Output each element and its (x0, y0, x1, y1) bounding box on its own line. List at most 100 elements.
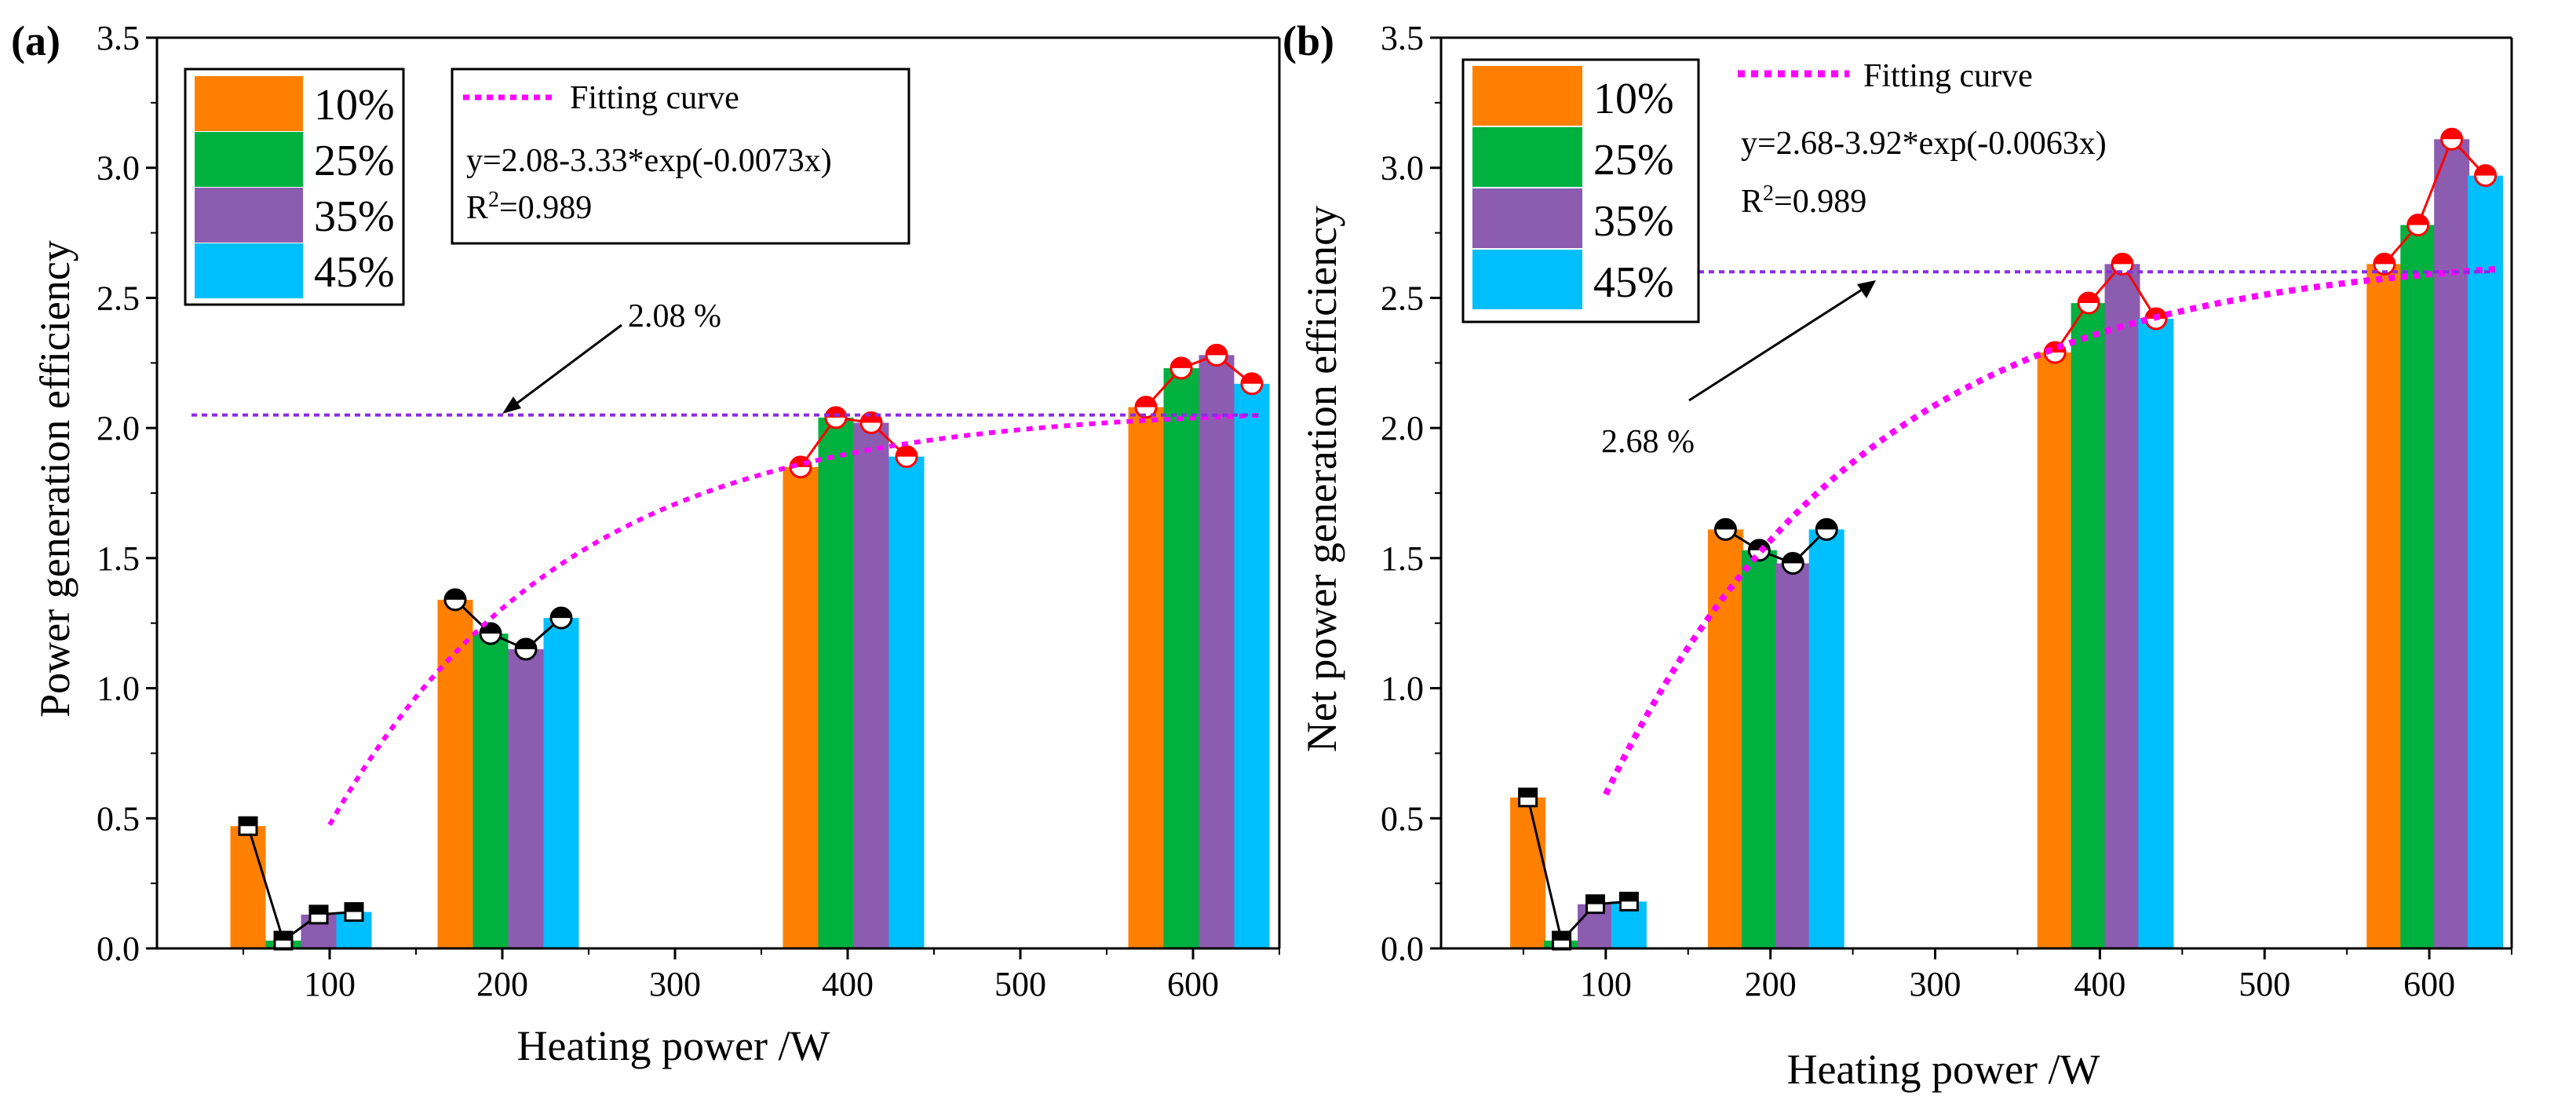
panel-b-y-tick-label-3.5: 3.5 (1381, 19, 1424, 57)
panel-a-x-tick-label-600: 600 (1167, 965, 1219, 1003)
panel-a-legend-text-3: 45% (314, 248, 395, 297)
panel-b-marker-fill-45%-200 (1816, 519, 1837, 530)
panel-a-x-tick-label-300: 300 (649, 965, 701, 1003)
panel-b-x-tick-label-500: 500 (2238, 965, 2290, 1003)
panel-a-fit-curve (327, 413, 1263, 826)
panel-a-connector-400 (799, 416, 908, 468)
panel-b-marker-fill-10%-600 (2373, 254, 2395, 265)
panel-b-bar-25%-600 (2400, 225, 2436, 949)
panel-a: (a) Power generation efficiency Heating … (11, 17, 910, 1069)
panel-b-fit-r2: R2=0.989 (1741, 181, 1866, 221)
panel-b-marker-fill-45%-600 (2475, 165, 2496, 176)
panel-b-marker-fill-10%-80 (1519, 788, 1537, 798)
panel-a-fit-r2-value: =0.989 (499, 190, 592, 226)
panel-a-legend-text-1: 25% (314, 137, 395, 185)
panel-b-legend-swatch-3 (1472, 250, 1582, 309)
panel-a-marker-fill-45%-600 (1242, 373, 1262, 384)
panel-b-marker-fill-35%-400 (2112, 254, 2133, 265)
panel-b-bar-45%-200 (1808, 529, 1844, 948)
panel-a-y-tick-label-1.0: 1.0 (97, 670, 140, 708)
panel-a-marker-fill-25%-600 (1171, 357, 1191, 368)
panel-a-marker-fill-25%-80 (275, 932, 292, 941)
panel-b-x-tick-label-400: 400 (2074, 965, 2125, 1003)
panel-a-x-tick-label-100: 100 (304, 965, 356, 1003)
panel-a-y-tick-label-1.5: 1.5 (97, 539, 140, 578)
panel-a-bar-10%-400 (783, 466, 819, 948)
panel-b-bar-10%-600 (2366, 264, 2403, 948)
panel-b-marker-fill-25%-400 (2078, 293, 2100, 304)
panel-a-y-tick-label-3.5: 3.5 (97, 19, 140, 57)
panel-b-connector-200 (1724, 528, 1828, 565)
panel-b-x-tick-label-600: 600 (2403, 965, 2455, 1003)
panel-a-bar-35%-200 (508, 648, 544, 948)
panel-b-legend-swatch-0 (1472, 66, 1582, 126)
panel-a-y-tick-label-3.0: 3.0 (97, 149, 140, 188)
panel-b-marker-fill-45%-80 (1620, 893, 1638, 902)
panel-b-xlabel: Heating power /W (1787, 1046, 2100, 1093)
panel-a-legend-swatch-2 (195, 188, 303, 243)
panel-b-marker-fill-45%-400 (2145, 308, 2166, 319)
panel-b-legend-text-0: 10% (1593, 75, 1674, 123)
panel-a-bar-25%-600 (1163, 367, 1199, 948)
panel-a-fit-r2: R2=0.989 (466, 188, 592, 227)
panel-a-x-tick-label-200: 200 (476, 965, 528, 1003)
panel-b-bar-10%-400 (2037, 353, 2073, 948)
panel-a-bar-10%-80 (230, 826, 266, 948)
panel-b-bar-45%-600 (2468, 175, 2504, 948)
panel-b-fit-box: Fitting curve y=2.68-3.92*exp(-0.0063x) … (1738, 58, 2107, 220)
panel-b-fit-r2-sup: 2 (1763, 181, 1774, 206)
panel-a-fit-label: Fitting curve (570, 80, 739, 116)
panel-b-y-tick-label-0.0: 0.0 (1381, 930, 1424, 968)
panel-b-fit-label: Fitting curve (1863, 58, 2033, 94)
panel-a-bar-10%-200 (437, 599, 473, 948)
panel-b-connector-400 (2053, 261, 2158, 353)
panel-b-bar-25%-400 (2071, 303, 2107, 949)
panel-b-x-tick-label-200: 200 (1745, 965, 1797, 1003)
panel-b-legend-swatch-1 (1472, 127, 1582, 187)
panel-b-bar-45%-400 (2138, 318, 2174, 948)
panel-b-bar-10%-200 (1708, 529, 1743, 948)
panel-a-legend-text-0: 10% (314, 81, 395, 130)
panel-a-legend-swatch-1 (195, 132, 303, 187)
panel-b-x-tick-label-100: 100 (1580, 965, 1632, 1003)
panel-a-marker-fill-10%-200 (445, 589, 465, 600)
panel-b-plot: 100 200 300 400 500 600 0.0 0.5 1.0 1.5 2.0 2.5 3.0 3… (1381, 19, 2513, 1003)
panel-b-x-tick-label-300: 300 (1910, 965, 1961, 1003)
panel-a-legend-swatch-3 (195, 243, 303, 298)
panel-a-marker-fill-35%-600 (1206, 345, 1227, 356)
panel-a-marker-fill-35%-80 (310, 905, 327, 915)
panel-a-bar-45%-200 (543, 618, 579, 948)
panel-a-legend-swatch-0 (195, 76, 303, 131)
panel-a-bar-35%-400 (853, 422, 889, 948)
panel-b-legend: 10% 25% 35% 45% (1461, 58, 1700, 323)
panel-b-bar-35%-600 (2434, 139, 2470, 948)
panel-a-marker-fill-35%-200 (516, 638, 536, 649)
panel-a-fit-equation: y=2.08-3.33*exp(-0.0073x) (466, 143, 832, 179)
panel-b-y-tick-label-2.5: 2.5 (1381, 279, 1424, 317)
panel-b-marker-fill-25%-80 (1553, 932, 1571, 941)
panel-a-xlabel: Heating power /W (517, 1022, 830, 1069)
panel-b-bar-35%-200 (1775, 563, 1811, 948)
panel-a-connector-80 (246, 825, 355, 943)
panel-b-connector-80 (1527, 797, 1629, 944)
panel-b-marker-fill-10%-200 (1715, 519, 1736, 530)
panel-b-y-tick-label-0.5: 0.5 (1381, 799, 1424, 838)
panel-a-connector-200 (454, 598, 562, 651)
panel-a-ylabel: Power generation efficiency (31, 240, 78, 718)
panel-b-bar-35%-400 (2104, 264, 2140, 948)
panel-a-y-tick-label-2.5: 2.5 (97, 279, 140, 317)
panel-b-legend-text-1: 25% (1593, 136, 1674, 184)
panel-b-legend-swatch-2 (1472, 188, 1582, 248)
panel-a-ref-arrow-head (502, 396, 521, 414)
panel-a-marker-fill-45%-80 (345, 903, 363, 912)
panel-b-marker-fill-25%-600 (2407, 214, 2428, 225)
panel-b-y-tick-label-1.5: 1.5 (1381, 539, 1424, 578)
panel-b-legend-text-2: 35% (1593, 197, 1674, 246)
panel-a-bar-45%-600 (1234, 383, 1270, 948)
panel-b-fit-equation: y=2.68-3.92*exp(-0.0063x) (1741, 126, 2107, 162)
panel-b-y-tick-label-2.0: 2.0 (1381, 409, 1424, 448)
panel-b-ylabel: Net power generation efficiency (1298, 206, 1345, 752)
panel-a-legend: 10% 25% 35% 45% (184, 68, 405, 306)
panel-a-connector-600 (1144, 353, 1253, 408)
